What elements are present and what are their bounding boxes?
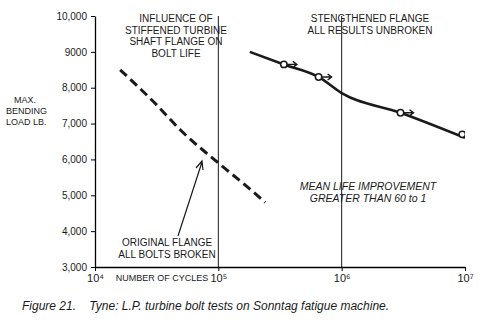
grid-line (341, 16, 342, 267)
annotation-line: STENGTHENED FLANGE (311, 13, 430, 24)
y-tick-mark (91, 195, 95, 196)
annotation: ORIGINAL FLANGEALL BOLTS BROKEN (118, 237, 215, 260)
chart-title: Figure 21. Tyne: L.P. turbine bolt tests… (22, 299, 389, 313)
data-point (397, 110, 403, 116)
data-point (315, 74, 321, 80)
x-axis-line (96, 267, 466, 268)
y-tick: 4,000 (62, 226, 95, 237)
y-tick: 8,000 (62, 82, 95, 93)
annotation: INFLUENCE OFSTIFFENED TURBINESHAFT FLANG… (125, 13, 227, 59)
y-tick-mark (91, 52, 95, 53)
runout-arrow (322, 74, 332, 80)
y-tick-mark (91, 16, 95, 17)
y-tick: 9000 (65, 47, 95, 58)
annotation-line: GREATER THAN 60 to 1 (310, 192, 427, 204)
x-axis: 10⁴ 10⁵ 10⁶ 10⁷ (87, 267, 474, 284)
grid (218, 16, 341, 267)
y-tick: 5,000 (62, 190, 95, 201)
y-tick-label: 10,000 (56, 11, 87, 22)
y-tick-label: 8,000 (62, 82, 87, 93)
x-tick: 10⁷ (457, 267, 473, 284)
y-tick-mark (91, 88, 95, 89)
y-tick-mark (91, 159, 95, 160)
plot-area (120, 52, 465, 203)
x-tick: 10⁵ (210, 267, 227, 284)
x-tick-mark (465, 267, 466, 271)
x-tick-mark (95, 267, 96, 271)
marker-group (397, 110, 413, 116)
y-tick-label: 5,000 (62, 190, 87, 201)
y-axis-title-line: BENDING (6, 106, 47, 116)
y-tick: 10,000 (56, 11, 95, 22)
marker-group (459, 131, 465, 137)
annotation-line: STIFFENED TURBINE (125, 25, 227, 36)
x-tick: 10⁴ (87, 267, 104, 284)
y-tick-mark (91, 124, 95, 125)
y-tick-mark (91, 231, 95, 232)
y-tick-label: 6,000 (62, 154, 87, 165)
marker-group (315, 74, 331, 80)
pointer-arrow (178, 161, 203, 236)
x-tick-mark (342, 267, 343, 271)
x-tick-label: 10⁴ (87, 272, 104, 284)
data-point (281, 61, 287, 67)
series-line (250, 52, 465, 138)
annotation-line: ORIGINAL FLANGE (122, 237, 213, 248)
chart: 10⁴ 10⁵ 10⁶ 10⁷ 3,000 4,000 5,000 6,000 7,000 8,0… (0, 0, 500, 332)
annotation-line: INFLUENCE OF (139, 13, 212, 24)
annotation-line: MEAN LIFE IMPROVEMENT (300, 180, 438, 192)
y-tick: 3,000 (62, 262, 95, 273)
annotation-line: SHAFT FLANGE ON (129, 36, 222, 47)
annotation-line: ALL RESULTS UNBROKEN (307, 25, 432, 36)
x-tick-label: 10⁶ (334, 272, 351, 284)
y-axis-title: MAX.BENDINGLOAD LB. (6, 95, 47, 127)
y-tick-label: 3,000 (62, 262, 87, 273)
annotation: MEAN LIFE IMPROVEMENTGREATER THAN 60 to … (300, 180, 438, 204)
y-tick-mark (91, 267, 95, 268)
marker-group (281, 61, 297, 67)
y-tick: 7,000 (62, 118, 95, 129)
annotation: STENGTHENED FLANGEALL RESULTS UNBROKEN (307, 13, 432, 36)
data-point (459, 131, 465, 137)
y-tick-label: 7,000 (62, 118, 87, 129)
x-tick-mark (218, 267, 219, 271)
x-tick: 10⁶ (334, 267, 351, 284)
runout-arrow (287, 61, 297, 67)
texts: MAX.BENDINGLOAD LB. NUMBER OF CYCLES INFLU… (6, 13, 438, 313)
y-tick-label: 9000 (65, 47, 88, 58)
x-tick-label: 10⁷ (457, 272, 473, 284)
annotation-line: ALL BOLTS BROKEN (118, 249, 215, 260)
y-tick-label: 4,000 (62, 226, 87, 237)
grid-line (218, 16, 219, 267)
runout-arrow (404, 110, 414, 116)
y-axis-title-line: LOAD LB. (6, 117, 47, 127)
y-axis: 3,000 4,000 5,000 6,000 7,000 8,000 9000 10,000 (56, 11, 95, 273)
x-tick-label: 10⁵ (210, 272, 227, 284)
series-line (120, 70, 265, 203)
y-tick: 6,000 (62, 154, 95, 165)
y-axis-title-line: MAX. (14, 95, 36, 105)
annotation-line: BOLT LIFE (151, 48, 200, 59)
x-axis-title: NUMBER OF CYCLES (116, 273, 209, 283)
y-axis-line (95, 17, 96, 268)
